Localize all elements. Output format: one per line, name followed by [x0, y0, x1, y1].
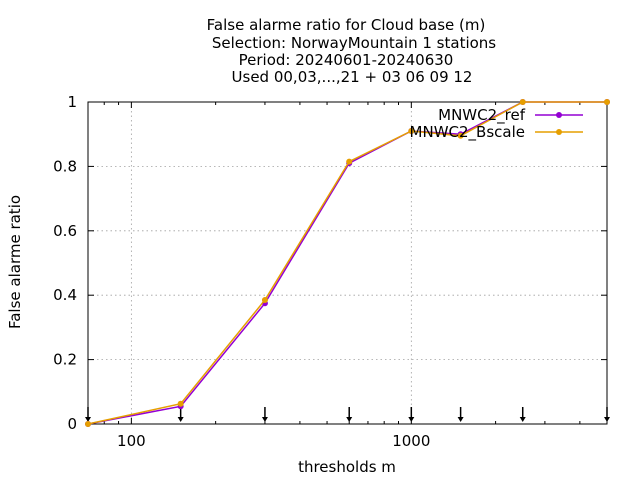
series-point-1: [177, 400, 184, 407]
series-point-1: [85, 421, 91, 427]
threshold-marker-arrowhead: [177, 417, 184, 422]
threshold-marker-arrowhead: [261, 417, 268, 422]
y-tick-label: 0.4: [53, 286, 77, 304]
threshold-marker-arrowhead: [85, 417, 91, 422]
chart-title-line-2: Selection: NorwayMountain 1 stations: [212, 34, 496, 52]
y-tick-label: 0: [67, 415, 77, 433]
chart-title-line-1: False alarme ratio for Cloud base (m): [207, 16, 486, 34]
series-point-1: [457, 132, 464, 139]
series-point-1: [408, 127, 415, 134]
chart-title-line-3: Period: 20240601-20240630: [239, 51, 454, 69]
y-tick-label: 0.2: [53, 351, 77, 369]
threshold-marker-arrowhead: [346, 417, 353, 422]
series-point-1: [346, 158, 353, 165]
x-tick-label: 1000: [392, 432, 430, 450]
chart-title-line-4: Used 00,03,...,21 + 03 06 09 12: [232, 68, 473, 86]
legend-marker-0: [556, 112, 562, 118]
y-tick-label: 0.8: [53, 157, 77, 175]
y-axis-label: False alarme ratio: [6, 195, 24, 329]
plot-frame: [87, 101, 608, 425]
grid: [88, 102, 607, 424]
threshold-marker-arrowhead: [457, 417, 464, 422]
y-tick-label: 1: [67, 93, 77, 111]
series-line-1: [87, 101, 607, 425]
x-axis-label: thresholds m: [298, 458, 396, 476]
legend-label-1: MNWC2_Bscale: [410, 123, 525, 142]
legend-label-0: MNWC2_ref: [438, 106, 526, 125]
threshold-marker-arrowhead: [604, 417, 610, 422]
series: [85, 99, 610, 427]
threshold-marker-arrowhead: [408, 417, 415, 422]
series-point-1: [261, 297, 268, 304]
threshold-marker-arrowhead: [519, 417, 526, 422]
y-tick-label: 0.6: [53, 222, 77, 240]
legend-marker-1: [556, 129, 562, 135]
x-tick-label: 100: [117, 432, 146, 450]
series-point-1: [519, 99, 526, 105]
series-point-1: [604, 99, 610, 105]
series-line-0: [87, 101, 607, 425]
axes: 0 0.2 0.4 0.6 0.8 1 100 1000: [53, 93, 610, 450]
chart-title: False alarme ratio for Cloud base (m) Se…: [207, 16, 497, 86]
